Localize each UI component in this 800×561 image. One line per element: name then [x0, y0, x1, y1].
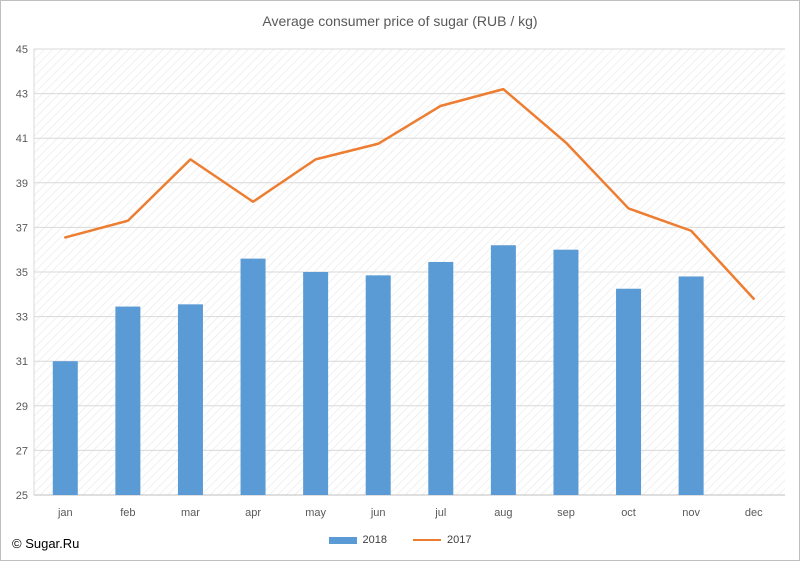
x-tick-label-jul: jul [434, 507, 446, 519]
legend-swatch-2017 [413, 539, 441, 541]
x-tick-label-jan: jan [57, 507, 73, 519]
y-tick-label: 41 [16, 133, 28, 145]
bar-2018-jul [428, 261, 454, 495]
x-tick-label-mar: mar [181, 507, 200, 519]
x-tick-label-sep: sep [557, 507, 575, 519]
bar-2018-apr [240, 258, 266, 495]
bar-2018-feb [115, 306, 141, 495]
y-tick-label: 29 [16, 401, 28, 413]
x-tick-label-aug: aug [494, 507, 512, 519]
bar-2018-oct [616, 288, 642, 495]
legend-item-2017: 2017 [413, 534, 471, 546]
x-tick-label-nov: nov [682, 507, 700, 519]
x-tick-label-oct: oct [621, 507, 636, 519]
bar-2018-jan [52, 361, 78, 495]
legend-label-2017: 2017 [447, 534, 472, 546]
x-tick-label-feb: feb [120, 507, 135, 519]
y-tick-label: 43 [16, 89, 28, 101]
legend-swatch-2018 [328, 536, 357, 544]
copyright-text: © Sugar.Ru [12, 536, 80, 551]
bar-2018-aug [490, 245, 516, 495]
bar-2018-mar [177, 304, 203, 495]
bar-2018-sep [553, 249, 579, 495]
line-series-2017 [64, 87, 755, 301]
x-tick-label-dec: dec [745, 507, 763, 519]
legend: 2018 2017 [0, 534, 800, 546]
y-tick-label: 25 [16, 490, 28, 502]
x-tick-label-may: may [305, 507, 326, 519]
y-tick-label: 33 [16, 312, 28, 324]
y-tick-label: 39 [16, 178, 28, 190]
bar-2018-may [303, 272, 329, 495]
legend-item-2018: 2018 [328, 534, 387, 546]
x-tick-label-jun: jun [370, 507, 386, 519]
x-tick-label-apr: apr [245, 507, 261, 519]
chart-title: Average consumer price of sugar (RUB / k… [262, 13, 538, 29]
y-tick-label: 35 [16, 267, 28, 279]
bar-2018-jun [365, 275, 391, 495]
y-tick-label: 31 [16, 356, 28, 368]
bar-2018-nov [678, 276, 704, 495]
y-tick-label: 37 [16, 222, 28, 234]
y-tick-label: 45 [16, 44, 28, 56]
y-tick-label: 27 [16, 445, 28, 457]
legend-label-2018: 2018 [362, 534, 387, 546]
